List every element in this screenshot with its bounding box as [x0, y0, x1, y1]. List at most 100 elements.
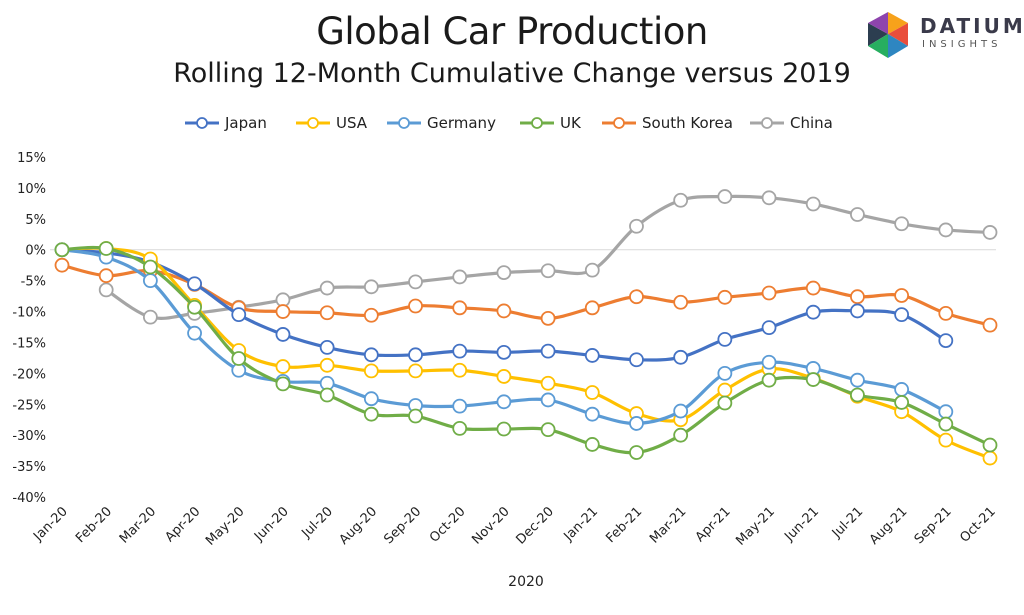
data-point: [982, 437, 998, 453]
data-point: [363, 307, 379, 323]
data-point: [584, 385, 600, 400]
y-tick-label: 15%: [17, 151, 46, 166]
data-point: [452, 300, 468, 316]
legend-label: UK: [560, 114, 582, 132]
data-point: [54, 242, 70, 258]
data-point: [231, 307, 247, 323]
y-tick-label: 10%: [17, 182, 46, 197]
series-uk: [54, 241, 998, 460]
legend-swatch-marker: [307, 117, 319, 129]
data-point: [187, 299, 202, 315]
y-tick-label: -20%: [12, 367, 46, 382]
logo-mark-icon: [868, 12, 908, 58]
legend-label: Japan: [224, 114, 267, 132]
data-point: [761, 372, 777, 388]
x-tick-label: Sep-21: [912, 504, 955, 547]
data-point: [363, 347, 379, 363]
series-line: [60, 245, 992, 455]
data-point: [98, 241, 114, 256]
data-point: [850, 303, 865, 319]
y-tick-label: -35%: [12, 460, 46, 475]
data-point: [363, 406, 379, 422]
data-point: [275, 327, 291, 342]
data-point: [408, 347, 423, 363]
legend-swatch-marker: [761, 117, 773, 129]
data-point: [275, 359, 291, 374]
data-point: [540, 422, 556, 438]
x-tick-label: Feb-20: [73, 504, 115, 546]
data-point: [496, 344, 512, 360]
y-tick-label: 0%: [25, 244, 46, 259]
data-point: [540, 392, 556, 408]
data-point: [850, 372, 865, 388]
data-point: [629, 445, 644, 460]
legend-item: South Korea: [602, 114, 733, 132]
data-point: [584, 348, 600, 363]
series-usa: [54, 241, 998, 466]
x-tick-label: Jun-21: [781, 504, 822, 545]
data-point: [982, 225, 998, 240]
data-point: [673, 192, 689, 208]
x-tick-label: Feb-21: [603, 504, 645, 546]
x-tick-label: Mar-20: [117, 504, 159, 546]
y-tick-label: -30%: [12, 429, 46, 444]
y-tick-label: -10%: [12, 306, 46, 321]
data-point: [540, 343, 556, 359]
data-point: [142, 309, 158, 325]
data-point: [717, 289, 733, 305]
series-south-korea: [54, 257, 998, 333]
data-point: [319, 339, 335, 355]
data-point: [142, 273, 158, 289]
x-tick-label: Dec-20: [514, 504, 557, 547]
x-tick-label: Jan-20: [30, 504, 71, 545]
data-point: [761, 285, 777, 301]
data-point: [938, 432, 954, 448]
data-point: [496, 369, 512, 384]
data-point: [805, 304, 821, 320]
data-point: [319, 305, 335, 321]
series-line: [60, 263, 992, 327]
data-point: [231, 351, 247, 366]
legend-label: Germany: [427, 114, 496, 132]
legend-swatch-marker: [196, 117, 208, 129]
legend-item: USA: [296, 114, 368, 132]
chart-subtitle: Rolling 12-Month Cumulative Change versu…: [173, 58, 851, 89]
data-point: [629, 352, 644, 368]
data-point: [894, 395, 910, 410]
data-point: [761, 354, 777, 370]
data-point: [894, 307, 910, 323]
logo-name: DATIUM: [920, 14, 1024, 38]
data-point: [275, 376, 291, 392]
data-point: [894, 216, 910, 232]
x-tick-label: Jul-20: [299, 504, 336, 541]
data-point: [142, 259, 158, 275]
data-point: [187, 325, 202, 341]
data-point: [717, 395, 733, 411]
data-point: [805, 196, 821, 212]
legend-swatch-marker: [398, 117, 410, 129]
data-point: [938, 222, 954, 238]
data-point: [629, 218, 644, 234]
data-point: [98, 282, 114, 298]
data-point: [452, 343, 468, 359]
data-point: [938, 416, 954, 432]
data-point: [850, 387, 865, 403]
x-axis-title: 2020: [508, 574, 544, 590]
x-tick-label: Nov-20: [469, 504, 512, 547]
legend-label: China: [790, 114, 833, 132]
y-tick-label: 5%: [25, 213, 46, 228]
legend-label: USA: [336, 114, 368, 132]
data-point: [540, 263, 556, 279]
x-tick-label: Mar-21: [647, 504, 689, 546]
data-point: [584, 300, 600, 316]
data-point: [319, 387, 335, 403]
chart-title: Global Car Production: [316, 10, 708, 53]
data-point: [717, 365, 733, 381]
data-point: [938, 404, 954, 420]
data-point: [540, 310, 556, 326]
logo-subtitle: INSIGHTS: [922, 39, 1002, 50]
legend-label: South Korea: [642, 114, 733, 132]
data-point: [850, 289, 865, 305]
data-point: [496, 303, 512, 319]
